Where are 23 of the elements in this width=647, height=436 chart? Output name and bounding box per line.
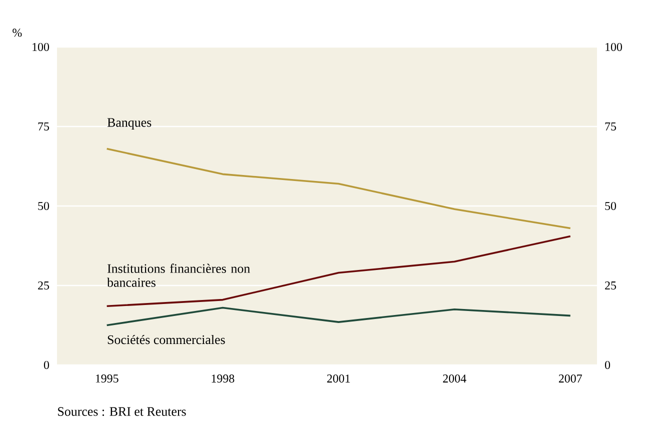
y-tick-label: 0 <box>44 360 50 370</box>
x-tick-label: 1998 <box>212 374 234 383</box>
y2-tick-label: 0 <box>604 360 610 370</box>
y-axis-title: % <box>12 28 22 37</box>
series-label: Banques <box>107 118 152 130</box>
line-series <box>106 148 572 230</box>
series-label: Institutions financières non bancaires <box>107 264 250 287</box>
y2-tick-label: 50 <box>605 202 616 210</box>
y-tick-label: 25 <box>38 281 50 290</box>
y-tick-label: 50 <box>38 202 50 210</box>
x-tick-label: 2007 <box>558 374 582 383</box>
y-tick-label: 75 <box>38 122 50 130</box>
y2-tick-label: 100 <box>606 42 622 52</box>
y-tick-label: 100 <box>32 42 50 52</box>
line-series <box>106 306 572 326</box>
source-note: Sources : BRI et Reuters <box>58 407 186 416</box>
y2-tick-label: 75 <box>605 122 616 130</box>
y2-tick-label: 25 <box>605 281 616 290</box>
x-tick-label: 1995 <box>96 374 118 383</box>
x-tick-label: 2004 <box>443 374 466 383</box>
x-tick-label: 2001 <box>327 374 350 383</box>
line-series <box>106 235 572 308</box>
series-label: Sociétés commerciales <box>108 334 225 344</box>
